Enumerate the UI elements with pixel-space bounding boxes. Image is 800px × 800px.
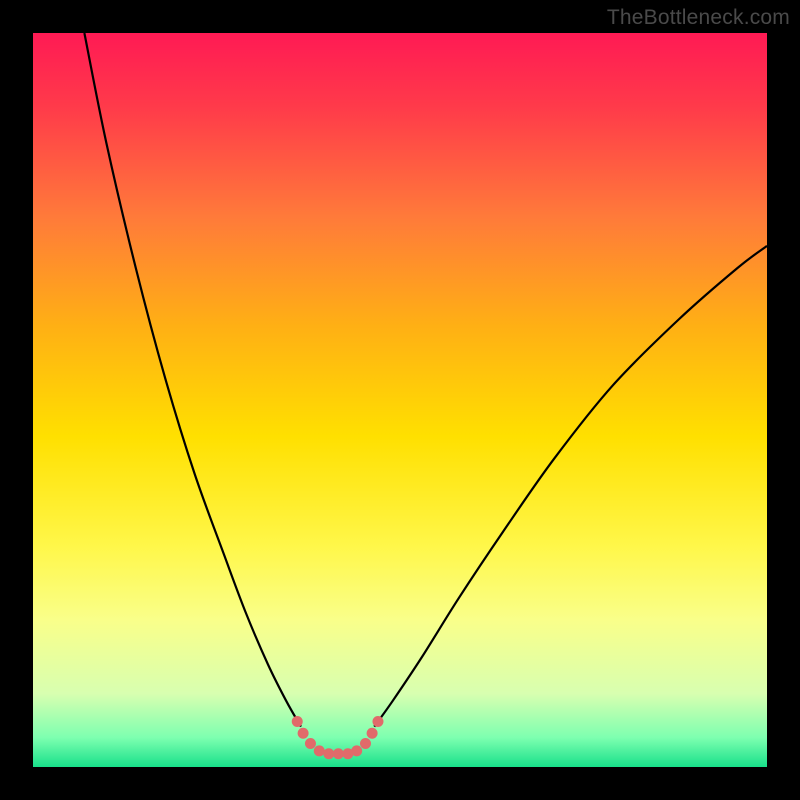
chart-frame: TheBottleneck.com <box>0 0 800 800</box>
plot-area <box>33 33 767 767</box>
background-gradient <box>33 33 767 767</box>
watermark-text: TheBottleneck.com <box>607 6 790 30</box>
